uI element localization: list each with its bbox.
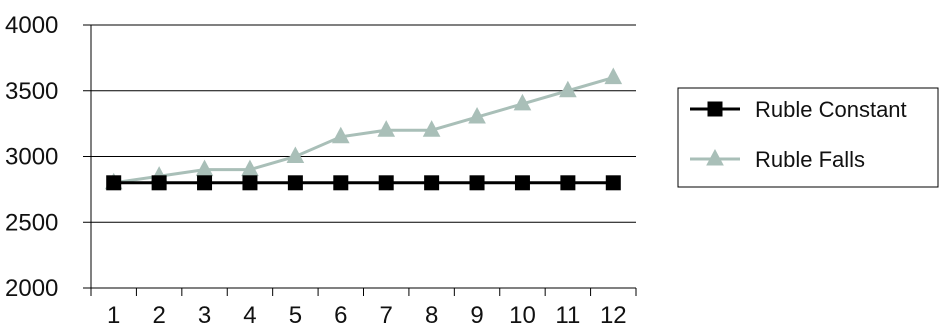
data-point — [333, 175, 349, 191]
series-ruble-falls — [104, 67, 623, 190]
legend-marker — [707, 101, 723, 117]
x-tick-label: 10 — [509, 302, 536, 329]
y-tick-label: 3500 — [5, 78, 58, 105]
data-point — [469, 175, 485, 191]
y-tick-label: 4000 — [5, 12, 58, 39]
x-tick-label: 11 — [555, 302, 580, 329]
data-point — [287, 175, 303, 191]
y-tick-label: 3000 — [5, 144, 58, 171]
data-point — [424, 175, 440, 191]
gridlines — [91, 24, 636, 223]
data-point — [513, 93, 532, 111]
legend-marker — [706, 148, 724, 166]
x-tick-label: 2 — [152, 302, 165, 329]
x-tick-label: 3 — [198, 302, 211, 329]
legend: Ruble Constant Ruble Falls — [677, 87, 939, 188]
data-point — [151, 175, 167, 191]
legend-label: Ruble Falls — [755, 147, 865, 172]
data-point — [604, 67, 623, 85]
data-point — [468, 106, 486, 124]
legend-item-ruble-constant: Ruble Constant — [690, 97, 907, 122]
x-tick-label: 1 — [107, 302, 120, 329]
y-tick-label: 2500 — [5, 209, 58, 236]
series-line — [113, 76, 614, 185]
data-point — [605, 175, 621, 191]
data-point — [106, 175, 122, 191]
data-point — [378, 175, 394, 191]
x-tick-label: 12 — [600, 302, 627, 329]
y-tick-label: 2000 — [5, 275, 58, 302]
data-point — [514, 175, 530, 191]
x-tick-label: 6 — [334, 302, 347, 329]
data-point — [559, 80, 577, 98]
legend-item-ruble-falls: Ruble Falls — [690, 147, 865, 172]
data-point — [242, 175, 258, 191]
data-point — [560, 175, 576, 191]
series-layer — [104, 67, 623, 191]
x-tick-label: 9 — [470, 302, 483, 329]
legend-label: Ruble Constant — [755, 97, 907, 122]
x-tick-label: 8 — [425, 302, 438, 329]
x-tick-label: 7 — [380, 302, 393, 329]
data-point — [331, 126, 350, 144]
data-point — [286, 146, 305, 163]
series-ruble-constant — [106, 175, 621, 191]
data-point — [422, 120, 441, 137]
x-tick-label: 4 — [243, 302, 256, 329]
data-point — [377, 120, 396, 137]
x-tick-label: 5 — [289, 302, 302, 329]
data-point — [197, 175, 213, 191]
